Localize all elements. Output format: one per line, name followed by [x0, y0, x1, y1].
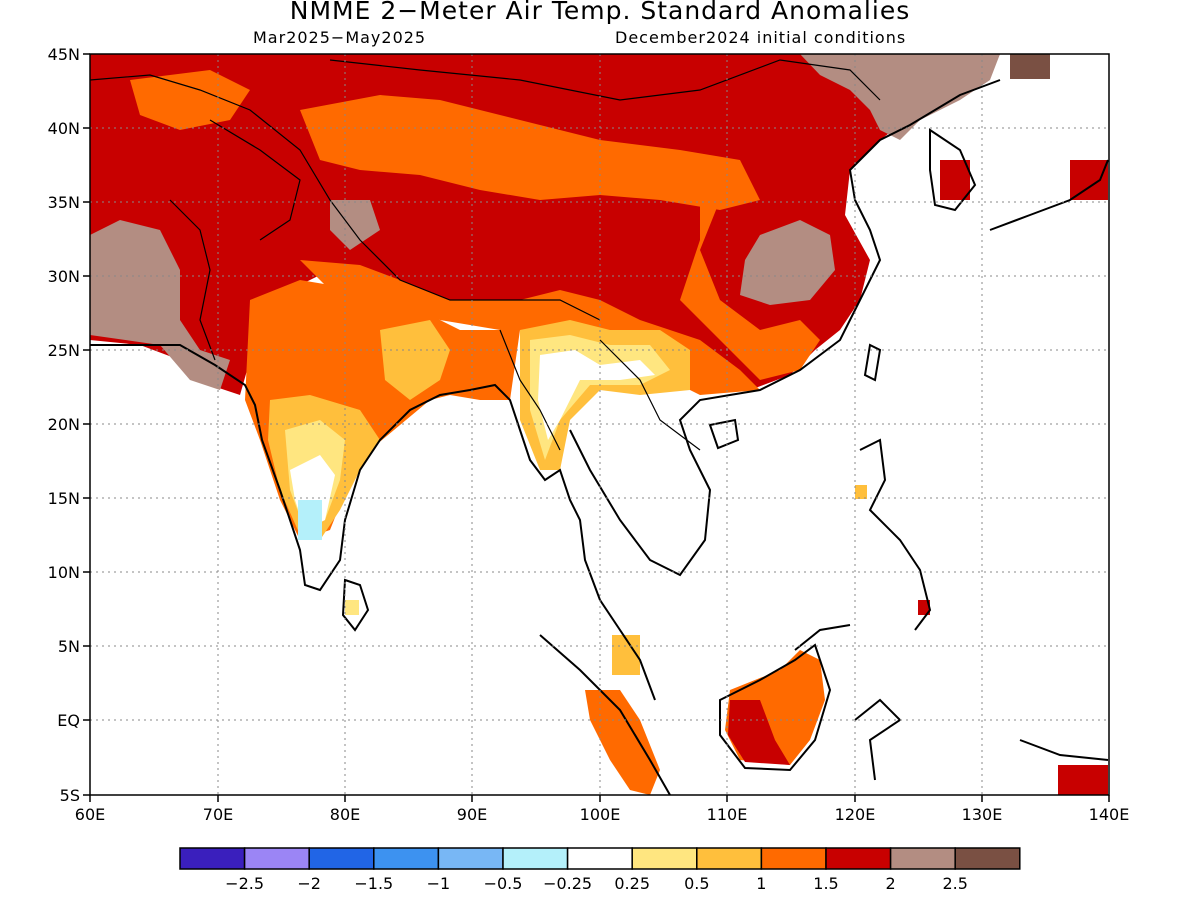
anomaly-region-gold-bangladesh: [380, 320, 450, 400]
lat-tick-label: 5N: [58, 637, 80, 656]
coastlines: [90, 79, 1109, 795]
legend-swatch: [179, 847, 246, 870]
lon-tick-label: 130E: [962, 805, 1003, 824]
lon-tick-labels: 60E 70E 80E 90E 100E 110E 120E 130E 140E: [75, 805, 1130, 824]
coastline-north-borneo: [794, 624, 851, 651]
lon-tick-label: 60E: [75, 805, 105, 824]
border-central-asia: [90, 74, 601, 321]
anomaly-region-red-japan: [1070, 160, 1108, 200]
anomaly-region-orange-central: [620, 160, 820, 380]
border-myanmar: [499, 329, 561, 451]
lat-tick-label: EQ: [57, 711, 80, 730]
lon-tick-label: 120E: [835, 805, 876, 824]
anomaly-field: [90, 54, 1108, 795]
lat-tick-label: 45N: [48, 45, 80, 64]
anomaly-region-brown-northeast: [1010, 54, 1050, 79]
coastline-sri-lanka: [341, 578, 370, 632]
anomaly-region-gold-malaya: [612, 635, 640, 675]
legend-swatch: [373, 847, 440, 870]
legend-swatch: [954, 847, 1021, 870]
coastline-new-guinea: [1019, 739, 1109, 761]
anomaly-region-red-borneo: [728, 700, 790, 765]
anomaly-region-lightblue-india: [298, 500, 322, 540]
legend-swatch: [760, 847, 827, 870]
legend-label: 1.5: [813, 874, 838, 893]
lat-tick-label: 5S: [60, 786, 80, 805]
legend-swatch: [243, 847, 310, 870]
coastline-philippines: [859, 438, 932, 631]
coastline-korea: [929, 128, 977, 212]
coastline-south-asia: [90, 344, 656, 701]
borders: [90, 59, 881, 451]
graticule: [90, 54, 1109, 795]
legend-swatch: [631, 847, 698, 870]
anomaly-region-red-newguinea: [1058, 765, 1108, 795]
lat-tick-label: 40N: [48, 119, 80, 138]
legend-label: 2: [886, 874, 896, 893]
legend-label: −0.5: [484, 874, 523, 893]
lat-tick-labels: 45N 40N 35N 30N 25N 20N 15N 10N 5N EQ 5S: [48, 45, 80, 805]
legend-swatch: [502, 847, 569, 870]
legend-label: 0.5: [684, 874, 709, 893]
anomaly-region-red-korea: [940, 160, 970, 200]
coastline-borneo: [719, 643, 832, 772]
legend-label: −2.5: [225, 874, 264, 893]
legend-swatch: [825, 847, 892, 870]
anomaly-region-taupe-west: [90, 220, 230, 390]
anomaly-region-orange-west: [130, 70, 250, 130]
legend-swatch: [889, 847, 956, 870]
map-title: NMME 2−Meter Air Temp. Standard Anomalie…: [289, 0, 911, 25]
lon-tick-label: 80E: [330, 805, 360, 824]
tick-marks: [83, 53, 1110, 802]
border-laos: [599, 339, 701, 451]
lon-tick-label: 140E: [1089, 805, 1130, 824]
anomaly-region-orange-sumatra: [585, 690, 660, 795]
lon-tick-label: 70E: [203, 805, 233, 824]
lat-tick-label: 30N: [48, 267, 80, 286]
anomaly-region-taupe-sichuan: [740, 220, 835, 305]
legend-label: −1.5: [354, 874, 393, 893]
anomaly-region-white-indochina: [538, 350, 655, 440]
legend-label: 0.25: [614, 874, 650, 893]
lat-tick-label: 25N: [48, 341, 80, 360]
lat-tick-label: 20N: [48, 415, 80, 434]
coastline-sumatra: [539, 634, 671, 795]
coastline-indochina: [569, 79, 1001, 577]
legend-labels: −2.5 −2 −1.5 −1 −0.5 −0.25 0.25 0.5 1 1.5 2 2.5: [225, 874, 968, 893]
lon-tick-label: 90E: [457, 805, 487, 824]
legend-swatch: [566, 847, 633, 870]
lat-tick-label: 15N: [48, 489, 80, 508]
legend-label: 2.5: [942, 874, 967, 893]
legend-label: −1: [427, 874, 451, 893]
coastline-japan: [989, 159, 1109, 231]
anomaly-region-red-mindanao: [918, 600, 930, 615]
anomaly-region-gold-luzon: [855, 485, 867, 499]
forecast-period: Mar2025−May2025: [253, 28, 427, 47]
legend-label: −2: [297, 874, 321, 893]
border-pakistan: [169, 199, 216, 361]
anomaly-region-gold-srilanka: [345, 600, 359, 615]
legend-swatch: [437, 847, 504, 870]
anomaly-region-taupe-north: [800, 54, 1000, 140]
lon-tick-label: 110E: [707, 805, 748, 824]
coastline-taiwan: [863, 343, 882, 382]
legend-label: −0.25: [543, 874, 592, 893]
lon-tick-label: 100E: [580, 805, 621, 824]
legend-swatch: [696, 847, 763, 870]
legend-color-bar: [179, 847, 1021, 870]
legend-swatch: [308, 847, 375, 870]
border-kazakhstan: [209, 119, 301, 241]
initial-conditions: December2024 initial conditions: [615, 28, 907, 47]
lat-tick-label: 10N: [48, 563, 80, 582]
lat-tick-label: 35N: [48, 193, 80, 212]
border-china-mongolia: [329, 59, 881, 101]
anomaly-region-taupe-tarim: [330, 200, 380, 250]
legend-label: 1: [756, 874, 766, 893]
coastline-sulawesi: [854, 698, 902, 781]
